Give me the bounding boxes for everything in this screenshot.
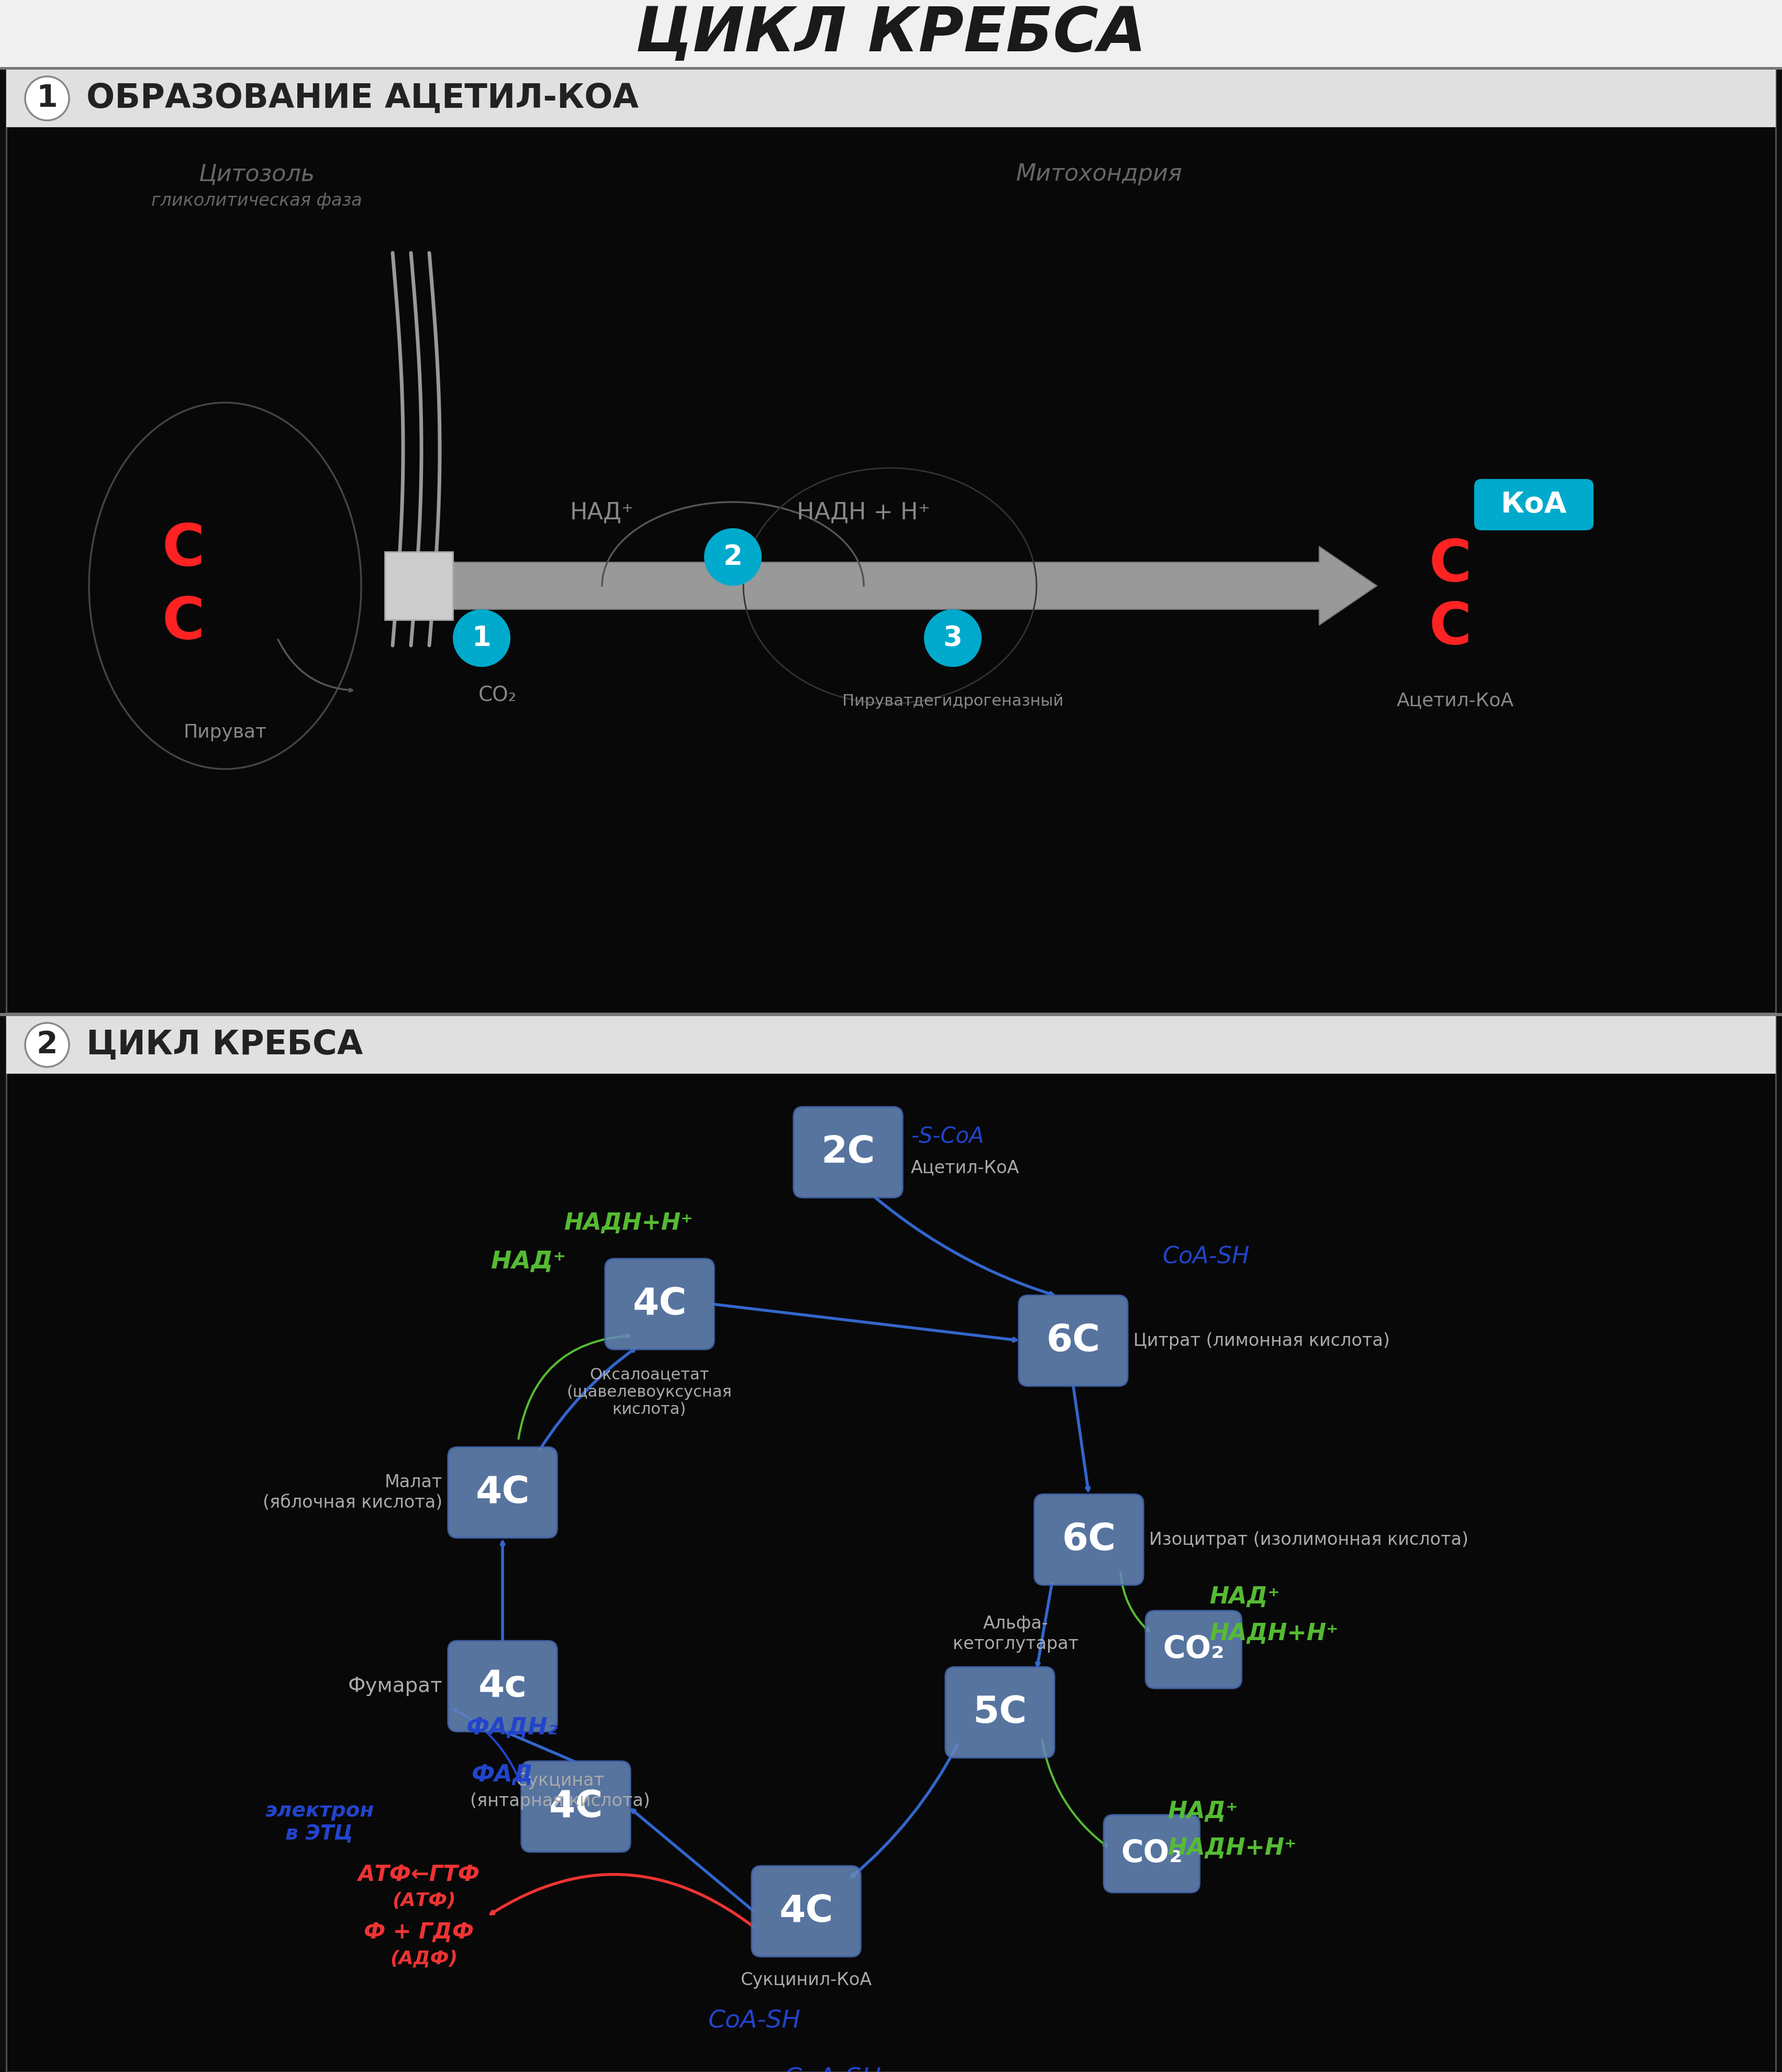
Text: 2: 2 (723, 543, 743, 570)
Text: 1: 1 (472, 624, 492, 653)
Circle shape (704, 528, 761, 586)
Bar (0, 1013, 1782, 1015)
Text: Митохондрия: Митохондрия (1016, 164, 1183, 186)
Text: 2C: 2C (822, 1133, 875, 1171)
Text: CoA-SH: CoA-SH (784, 2066, 882, 2072)
Text: Пируватдегидрогеназный: Пируватдегидрогеназный (843, 694, 1064, 709)
Bar (0, 0, 1782, 68)
Bar (7, 1015, 1775, 1073)
Text: C: C (1429, 599, 1472, 655)
Text: 6C: 6C (1062, 1521, 1116, 1558)
Bar (7, 1015, 1775, 2072)
Text: гликолитическая фаза: гликолитическая фаза (151, 193, 362, 209)
Text: Изоцитрат (изолимонная кислота): Изоцитрат (изолимонная кислота) (1149, 1531, 1468, 1548)
FancyBboxPatch shape (793, 1106, 902, 1198)
Text: электрон
в ЭТЦ: электрон в ЭТЦ (266, 1801, 374, 1844)
FancyBboxPatch shape (1146, 1610, 1242, 1689)
Text: Оксалоацетат
(щавелевоуксусная
кислота): Оксалоацетат (щавелевоуксусная кислота) (567, 1368, 732, 1417)
Bar (7, 70, 1775, 126)
FancyBboxPatch shape (1474, 479, 1593, 530)
FancyBboxPatch shape (946, 1668, 1055, 1757)
Text: ЦИКЛ КРЕБСА: ЦИКЛ КРЕБСА (636, 4, 1146, 64)
Bar (0, 66, 1782, 70)
Text: ЦИКЛ КРЕБСА: ЦИКЛ КРЕБСА (86, 1028, 364, 1061)
Text: Сукцинил-КоА: Сукцинил-КоА (741, 1970, 871, 1989)
FancyBboxPatch shape (522, 1761, 631, 1852)
Text: 1: 1 (36, 83, 57, 114)
Text: НАДН+Н⁺: НАДН+Н⁺ (1167, 1838, 1297, 1861)
Circle shape (453, 609, 510, 667)
Text: ФАД: ФАД (470, 1763, 533, 1786)
Text: Малат
(яблочная кислота): Малат (яблочная кислота) (262, 1473, 442, 1510)
Text: НАДН + Н⁺: НАДН + Н⁺ (797, 501, 930, 524)
Text: НАД⁺: НАД⁺ (1210, 1585, 1279, 1608)
Text: (АТФ): (АТФ) (392, 1892, 456, 1910)
Text: Сукцинат
(янтарная кислота): Сукцинат (янтарная кислота) (470, 1772, 650, 1809)
Text: ОБРАЗОВАНИЕ АЦЕТИЛ-КОА: ОБРАЗОВАНИЕ АЦЕТИЛ-КОА (86, 83, 638, 114)
Text: АТФ←ГТФ: АТФ←ГТФ (358, 1863, 479, 1886)
Text: НАД⁺: НАД⁺ (1167, 1801, 1238, 1823)
Text: 4C: 4C (633, 1287, 686, 1322)
Text: (АДФ): (АДФ) (390, 1950, 458, 1966)
Text: 4C: 4C (549, 1788, 602, 1825)
Text: НАДН+Н⁺: НАДН+Н⁺ (1210, 1622, 1338, 1645)
Text: CoA-SH: CoA-SH (1162, 1245, 1249, 1268)
Text: Пируват: Пируват (184, 723, 267, 742)
FancyBboxPatch shape (1019, 1295, 1128, 1386)
Text: ФАДН₂: ФАДН₂ (465, 1718, 558, 1738)
Text: CoA-SH: CoA-SH (707, 2010, 800, 2033)
Text: Ацетил-КоА: Ацетил-КоА (911, 1158, 1019, 1177)
FancyBboxPatch shape (752, 1867, 861, 1956)
Text: НАД⁺: НАД⁺ (492, 1249, 567, 1274)
Text: Цитрат (лимонная кислота): Цитрат (лимонная кислота) (1133, 1332, 1390, 1349)
Text: 4c: 4c (478, 1668, 527, 1705)
Text: 6C: 6C (1046, 1322, 1099, 1359)
Text: C: C (1429, 537, 1472, 593)
Text: Ацетил-КоА: Ацетил-КоА (1397, 692, 1515, 711)
Text: НАДН+Н⁺: НАДН+Н⁺ (563, 1212, 693, 1235)
Text: 5C: 5C (973, 1695, 1026, 1730)
Text: Фумарат: Фумарат (347, 1676, 442, 1697)
FancyBboxPatch shape (1103, 1815, 1199, 1892)
Text: Ф + ГДФ: Ф + ГДФ (364, 1921, 474, 1944)
Text: C: C (162, 595, 205, 651)
Circle shape (925, 609, 982, 667)
Text: 2: 2 (36, 1030, 57, 1059)
Text: C: C (162, 522, 205, 578)
FancyArrow shape (429, 547, 1377, 626)
Bar (7, 70, 1775, 1013)
FancyBboxPatch shape (1034, 1494, 1144, 1585)
FancyBboxPatch shape (447, 1641, 558, 1732)
Text: CO₂: CO₂ (1164, 1635, 1224, 1664)
Circle shape (25, 77, 69, 120)
Text: КоА: КоА (1500, 491, 1566, 518)
Circle shape (25, 1024, 69, 1067)
Text: Альфа-
кетоглутарат: Альфа- кетоглутарат (953, 1616, 1078, 1653)
FancyBboxPatch shape (606, 1260, 715, 1349)
Text: 3: 3 (943, 624, 962, 653)
Text: НАД⁺: НАД⁺ (570, 501, 634, 524)
Text: 4C: 4C (779, 1894, 834, 1929)
Text: СО₂: СО₂ (478, 686, 517, 707)
Text: -S-CoA: -S-CoA (911, 1125, 984, 1148)
FancyBboxPatch shape (447, 1446, 558, 1537)
Text: Цитозоль: Цитозоль (198, 164, 315, 186)
Bar (385, 551, 453, 620)
Text: CO₂: CO₂ (1121, 1838, 1183, 1869)
Text: 4C: 4C (476, 1475, 529, 1510)
